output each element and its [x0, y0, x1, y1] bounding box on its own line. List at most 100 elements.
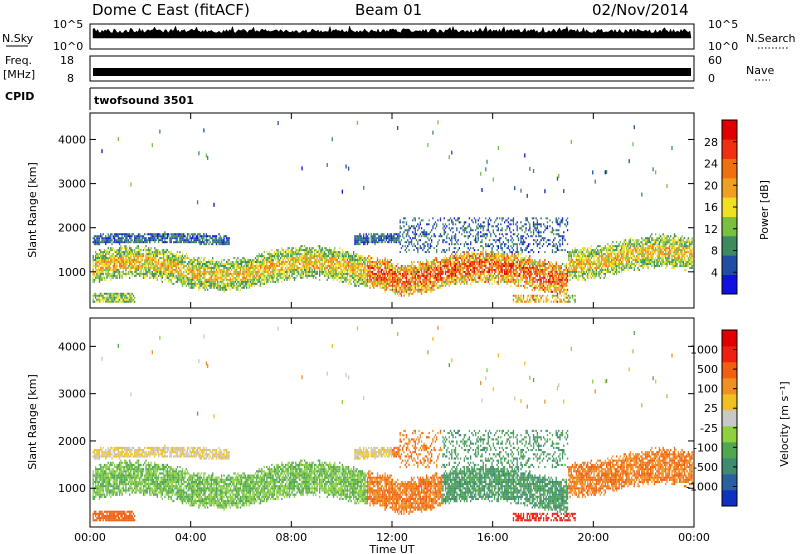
power-cell: [454, 239, 457, 242]
power-cell: [117, 294, 119, 297]
power-cell: [217, 276, 219, 279]
power-cell: [410, 266, 413, 269]
power-cell: [292, 268, 294, 271]
power-cell: [461, 264, 463, 267]
power-cell: [185, 276, 187, 279]
power-cell: [369, 276, 371, 279]
power-cell: [134, 270, 136, 273]
power-cell: [358, 264, 360, 267]
power-cell: [281, 266, 283, 269]
power-cell: [370, 239, 372, 242]
power-cell: [165, 263, 167, 265]
power-cell: [267, 278, 269, 281]
power-cell: [130, 270, 132, 273]
power-cell: [432, 225, 434, 228]
power-cell: [140, 264, 142, 267]
power-cell: [321, 264, 323, 267]
power-cell: [404, 241, 406, 244]
power-cell: [428, 284, 430, 287]
power-cell: [306, 270, 308, 273]
power-cell: [268, 276, 270, 279]
power-cell: [198, 264, 200, 267]
power-cell: [321, 253, 323, 256]
power-cell: [180, 257, 182, 260]
power-cell: [235, 284, 238, 287]
power-cell: [185, 257, 187, 260]
power-cell: [326, 255, 328, 258]
power-cell: [235, 266, 238, 269]
power-cell: [166, 255, 169, 258]
power-cell: [273, 263, 276, 265]
power-cell: [198, 268, 200, 271]
power-cell: [118, 237, 121, 240]
power-cell: [191, 272, 194, 275]
power-cell: [331, 137, 333, 142]
power-cell: [335, 251, 337, 254]
power-cell: [200, 257, 203, 260]
power-cell: [92, 296, 94, 299]
power-cell: [451, 257, 453, 260]
power-cell: [165, 249, 167, 252]
power-cell: [313, 255, 316, 258]
power-cell: [253, 270, 255, 273]
power-cell: [475, 229, 477, 232]
power-cell: [238, 272, 240, 275]
power-cell: [110, 266, 112, 269]
power-cell: [175, 259, 177, 262]
power-cell: [252, 268, 254, 271]
power-cell: [404, 217, 406, 220]
power-cell: [142, 270, 145, 273]
power-cell: [448, 249, 450, 252]
power-cell: [228, 268, 230, 271]
power-cell: [239, 261, 242, 263]
power-cell: [193, 268, 195, 271]
power-cell: [103, 298, 106, 301]
power-cell: [417, 243, 419, 246]
power-cell: [110, 292, 112, 295]
power-cell: [190, 284, 192, 287]
power-cell: [386, 266, 389, 269]
power-cell: [383, 235, 385, 238]
power-cell: [349, 278, 351, 281]
power-cell: [198, 237, 200, 240]
power-cell: [145, 253, 147, 256]
power-cell: [301, 272, 303, 275]
power-cell: [141, 253, 143, 256]
power-cell: [113, 300, 116, 303]
power-cell: [110, 294, 112, 297]
power-cell: [313, 257, 316, 260]
power-cell: [395, 264, 398, 267]
power-cell: [137, 239, 140, 242]
power-cell: [467, 270, 469, 273]
power-cell: [174, 263, 176, 265]
power-cell: [413, 280, 415, 283]
power-cell: [118, 272, 121, 275]
power-cell: [230, 268, 233, 271]
power-cell: [111, 243, 113, 246]
power-cell: [230, 272, 233, 275]
power-cell: [412, 272, 414, 275]
power-cell: [129, 276, 131, 279]
power-cell: [404, 249, 406, 252]
power-cell: [361, 274, 364, 277]
power-cell: [115, 274, 117, 277]
power-cell: [428, 276, 430, 279]
power-cell: [183, 241, 185, 244]
power-cell: [305, 247, 307, 250]
power-cell: [274, 253, 277, 256]
power-cell: [364, 266, 366, 269]
power-cell: [344, 259, 346, 262]
power-cell: [111, 261, 113, 263]
power-cell: [111, 300, 113, 303]
power-cell: [383, 280, 385, 283]
power-cell: [198, 286, 200, 289]
power-cell: [470, 241, 472, 244]
power-cell: [110, 247, 112, 250]
power-cell: [439, 270, 442, 273]
power-cell: [389, 261, 391, 263]
power-cell: [375, 241, 377, 244]
power-cell: [135, 264, 137, 267]
power-cell: [219, 264, 221, 267]
power-cell: [302, 270, 304, 273]
power-cell: [121, 276, 123, 279]
